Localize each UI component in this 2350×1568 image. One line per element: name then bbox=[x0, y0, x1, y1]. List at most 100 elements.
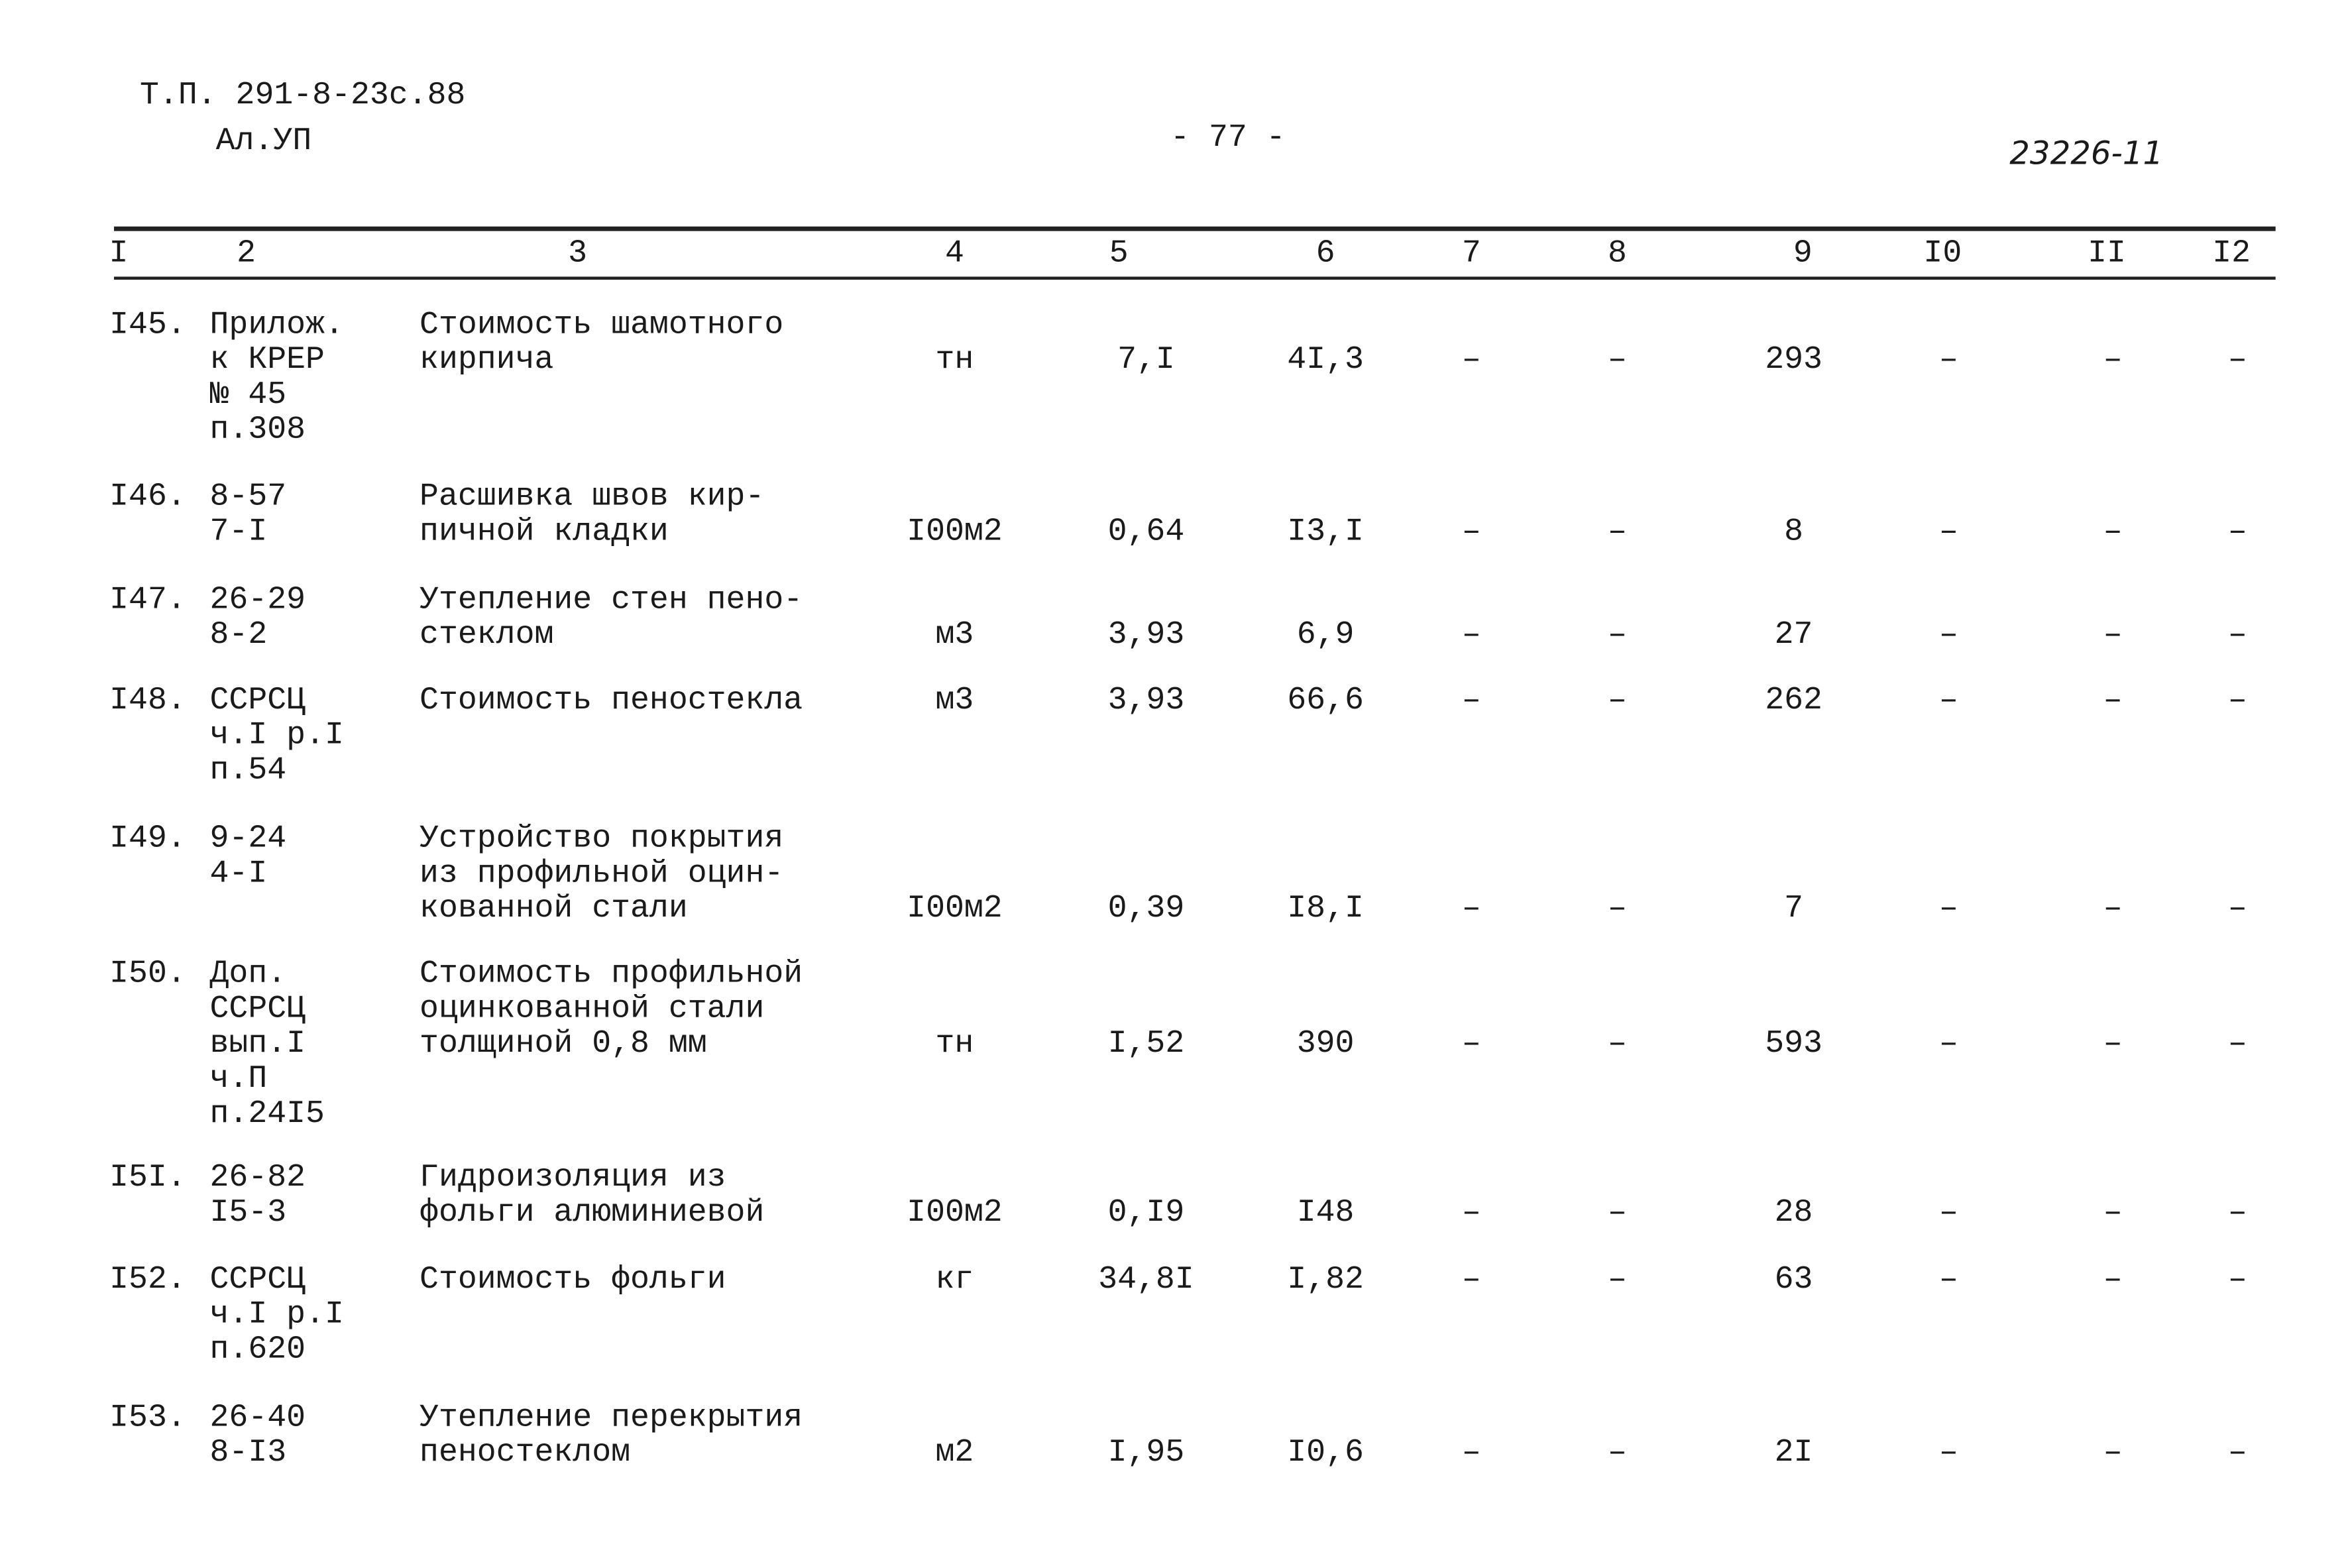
total-cost: 262 bbox=[1765, 684, 1822, 719]
unit: м3 bbox=[935, 618, 974, 654]
col-7: – bbox=[1461, 343, 1481, 379]
reference: 9-24 4-I bbox=[209, 822, 287, 893]
unit: тн bbox=[935, 343, 974, 379]
col-11: – bbox=[2103, 1027, 2123, 1063]
column-header: 6 bbox=[1315, 237, 1335, 272]
quantity: 34,8I bbox=[1098, 1263, 1194, 1298]
col-8: – bbox=[1608, 684, 1627, 719]
unit: м3 bbox=[935, 684, 974, 719]
column-header: 8 bbox=[1608, 237, 1627, 272]
col-7: – bbox=[1461, 1263, 1481, 1298]
unit: I00м2 bbox=[907, 515, 1003, 551]
col-11: – bbox=[2103, 1196, 2123, 1231]
unit: тн bbox=[935, 1027, 974, 1063]
row-number: I53. bbox=[109, 1401, 186, 1437]
col-7: – bbox=[1461, 515, 1481, 551]
column-header: 2 bbox=[237, 237, 256, 272]
col-7: – bbox=[1461, 1027, 1481, 1063]
column-header: I0 bbox=[1923, 237, 1962, 272]
reference: 8-57 7-I bbox=[209, 480, 287, 551]
total-cost: 2I bbox=[1774, 1436, 1813, 1472]
col-12: – bbox=[2227, 684, 2247, 719]
unit-cost: 6,9 bbox=[1296, 618, 1355, 654]
row-number: I47. bbox=[109, 583, 186, 619]
reference: Прилож. к КРЕР № 45 п.308 bbox=[209, 308, 344, 449]
col-11: – bbox=[2103, 343, 2123, 379]
col-10: – bbox=[1939, 1027, 1958, 1063]
col-7: – bbox=[1461, 1436, 1481, 1472]
unit-cost: 390 bbox=[1296, 1027, 1355, 1063]
col-11: – bbox=[2103, 1436, 2123, 1472]
row-number: I5I. bbox=[109, 1161, 186, 1197]
col-7: – bbox=[1461, 1196, 1481, 1231]
description: Стоимость фольги bbox=[420, 1263, 726, 1298]
col-10: – bbox=[1939, 618, 1958, 654]
description: Стоимость пеностекла bbox=[420, 684, 803, 719]
column-header: 4 bbox=[944, 237, 964, 272]
col-7: – bbox=[1461, 618, 1481, 654]
col-11: – bbox=[2103, 515, 2123, 551]
description: Расшивка швов кир- пичной кладки bbox=[420, 480, 765, 551]
column-header: 5 bbox=[1109, 237, 1129, 272]
col-10: – bbox=[1939, 515, 1958, 551]
col-10: – bbox=[1939, 1196, 1958, 1231]
col-8: – bbox=[1608, 1196, 1627, 1231]
unit-cost: I,82 bbox=[1287, 1263, 1364, 1298]
unit-cost: 66,6 bbox=[1287, 684, 1364, 719]
col-8: – bbox=[1608, 515, 1627, 551]
col-10: – bbox=[1939, 1436, 1958, 1472]
column-header: II bbox=[2088, 237, 2126, 272]
col-10: – bbox=[1939, 343, 1958, 379]
reference: 26-40 8-I3 bbox=[209, 1401, 306, 1472]
unit: м2 bbox=[935, 1436, 974, 1472]
total-cost: 7 bbox=[1784, 892, 1804, 928]
reference: ССРСЦ ч.I р.I п.54 bbox=[209, 684, 344, 789]
col-8: – bbox=[1608, 1263, 1627, 1298]
col-11: – bbox=[2103, 1263, 2123, 1298]
col-12: – bbox=[2227, 1436, 2247, 1472]
unit: кг bbox=[935, 1263, 974, 1298]
quantity: 0,I9 bbox=[1107, 1196, 1185, 1231]
reference: Доп. ССРСЦ вып.I ч.П п.24I5 bbox=[209, 958, 325, 1133]
description: Утепление стен пено- стеклом bbox=[420, 583, 803, 654]
col-8: – bbox=[1608, 1027, 1627, 1063]
col-12: – bbox=[2227, 1263, 2247, 1298]
column-header: 9 bbox=[1793, 237, 1813, 272]
reference: 26-82 I5-3 bbox=[209, 1161, 306, 1231]
col-12: – bbox=[2227, 892, 2247, 928]
col-8: – bbox=[1608, 343, 1627, 379]
row-number: I46. bbox=[109, 480, 186, 516]
row-number: I49. bbox=[109, 822, 186, 858]
description: Утепление перекрытия пеностеклом bbox=[420, 1401, 803, 1472]
col-8: – bbox=[1608, 618, 1627, 654]
total-cost: 27 bbox=[1774, 618, 1813, 654]
column-header: 7 bbox=[1461, 237, 1481, 272]
col-12: – bbox=[2227, 515, 2247, 551]
album: Ал.УП bbox=[215, 125, 312, 160]
col-8: – bbox=[1608, 1436, 1627, 1472]
quantity: 3,93 bbox=[1107, 618, 1185, 654]
total-cost: 293 bbox=[1765, 343, 1822, 379]
col-12: – bbox=[2227, 343, 2247, 379]
row-number: I50. bbox=[109, 958, 186, 993]
row-number: I52. bbox=[109, 1263, 186, 1298]
header-rule bbox=[114, 276, 2276, 280]
quantity: 0,39 bbox=[1107, 892, 1185, 928]
total-cost: 593 bbox=[1765, 1027, 1822, 1063]
col-8: – bbox=[1608, 892, 1627, 928]
quantity: 3,93 bbox=[1107, 684, 1185, 719]
quantity: I,52 bbox=[1107, 1027, 1185, 1063]
unit-cost: I48 bbox=[1296, 1196, 1355, 1231]
stamp: 23226-11 bbox=[2009, 135, 2164, 172]
col-7: – bbox=[1461, 892, 1481, 928]
column-header: I2 bbox=[2212, 237, 2251, 272]
quantity: I,95 bbox=[1107, 1436, 1185, 1472]
description: Гидроизоляция из фольги алюминиевой bbox=[420, 1161, 765, 1231]
description: Стоимость шамотного кирпича bbox=[420, 308, 784, 379]
col-10: – bbox=[1939, 1263, 1958, 1298]
quantity: 0,64 bbox=[1107, 515, 1185, 551]
top-rule bbox=[114, 226, 2276, 231]
description: Стоимость профильной оцинкованной стали … bbox=[420, 958, 803, 1063]
column-header: 3 bbox=[568, 237, 588, 272]
col-11: – bbox=[2103, 892, 2123, 928]
